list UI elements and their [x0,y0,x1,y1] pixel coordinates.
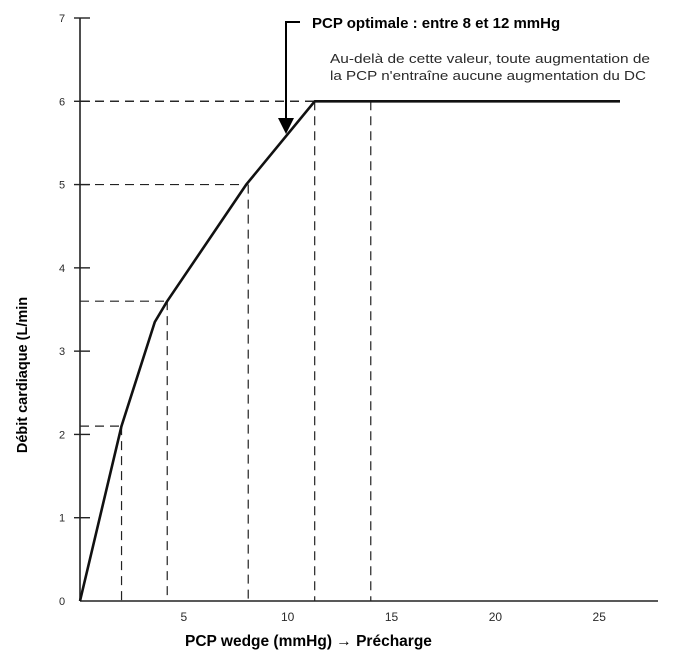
x-tick-label: 15 [385,610,399,624]
y-tick-label: 3 [59,346,65,358]
annotation-beyond-line1: Au-delà de cette valeur, toute augmentat… [330,52,650,66]
y-tick-label: 4 [59,263,65,275]
x-ticks: 5 10 15 20 25 [181,610,607,624]
y-tick-label: 2 [59,429,65,441]
optimal-arrow [278,21,300,134]
y-tick-label: 1 [59,513,65,525]
x-tick-label: 5 [181,610,188,624]
y-tick-label: 0 [59,596,65,608]
annotation-beyond-line2: la PCP n'entraîne aucune augmentation du… [330,69,646,83]
y-tick-label: 7 [59,13,65,25]
x-tick-label: 10 [281,610,295,624]
y-tick-label: 6 [59,96,65,108]
annotation-optimal: PCP optimale : entre 8 et 12 mmHg [312,15,560,32]
x-tick-label: 20 [489,610,503,624]
y-tick-label: 5 [59,180,65,192]
x-axis-label: PCP wedge (mmHg) → Précharge [185,633,432,650]
reference-lines [80,100,372,601]
x-tick-label: 25 [593,610,607,624]
axes [79,18,658,602]
cardiac-output-curve [78,100,620,602]
y-axis-label: Débit cardiaque (L/min [15,297,31,453]
y-ticks: 0 1 2 3 4 5 6 7 [59,13,90,608]
